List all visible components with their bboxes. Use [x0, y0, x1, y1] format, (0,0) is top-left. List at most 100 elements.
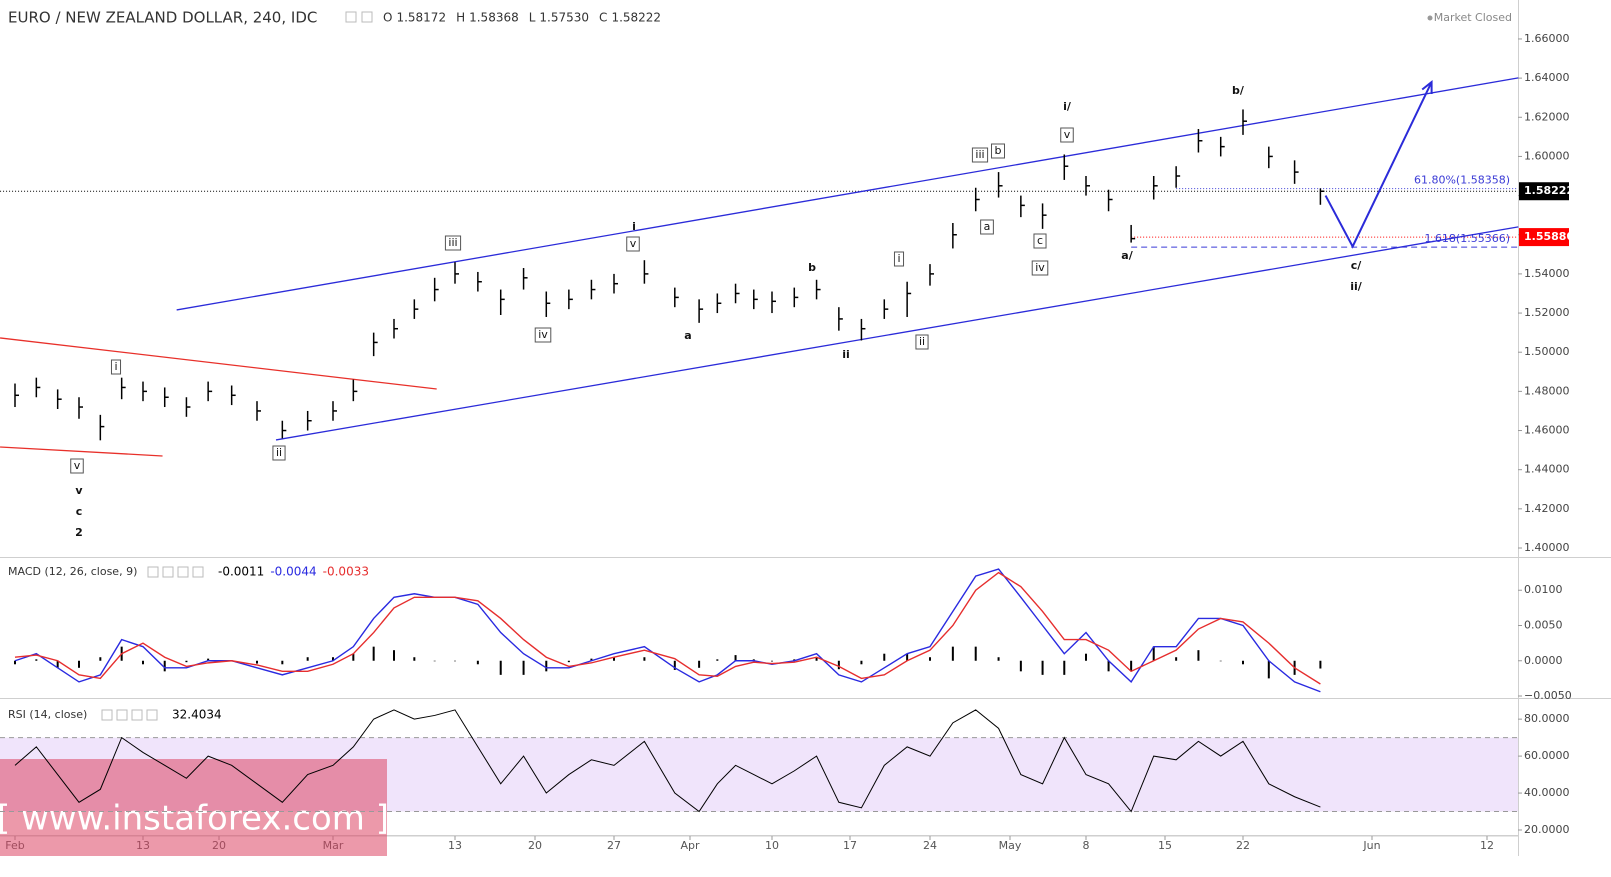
histogram-bar	[1063, 660, 1066, 675]
wave-label-box	[980, 219, 994, 235]
x-tick-label: 15	[1158, 839, 1172, 852]
wave-label: ii	[915, 334, 929, 350]
wave-label: v	[1060, 127, 1074, 143]
histogram-bar	[142, 660, 144, 665]
wave-label-text: i	[114, 360, 117, 373]
histogram-bar	[14, 660, 16, 665]
histogram-bar	[673, 660, 676, 670]
y-tick-label: 0.0000	[1524, 654, 1563, 667]
wave-label-text: v	[74, 459, 81, 472]
indicator-line	[14, 571, 1321, 685]
wave-label: iv	[534, 327, 552, 343]
pane-icon	[101, 709, 113, 721]
wave-label-box	[110, 359, 122, 375]
y-tick-label: 1.40000	[1524, 541, 1570, 554]
wave-label: i	[110, 359, 122, 375]
histogram-bar	[734, 655, 737, 661]
y-tick-label: 60.0000	[1524, 749, 1570, 762]
ohlc-label: H	[456, 11, 465, 25]
y-tick-label: 1.64000	[1524, 71, 1570, 84]
watermark-box	[0, 759, 387, 856]
x-tick-label: 12	[1480, 839, 1494, 852]
histogram-bar	[771, 660, 773, 662]
histogram-bar	[590, 658, 593, 661]
wave-label-text: ii	[276, 446, 282, 459]
ohlc-label: L	[529, 11, 536, 25]
rsi-line	[14, 709, 1321, 813]
rsi-title: RSI (14, close)	[8, 708, 87, 721]
price-level-label: 1.55880	[1524, 230, 1574, 243]
wave-label-box	[534, 327, 552, 343]
histogram-bar	[643, 657, 646, 661]
histogram-bar	[716, 659, 719, 661]
wave-label-text: 2	[75, 526, 83, 539]
y-tick-label: 1.54000	[1524, 267, 1570, 280]
status-dot	[1427, 15, 1433, 21]
y-tick-label: 1.42000	[1524, 502, 1570, 515]
wave-label-box	[991, 143, 1005, 159]
wave-label-text: v	[75, 484, 83, 497]
wave-label-box	[893, 251, 905, 267]
wave-label: ii/	[1350, 280, 1363, 293]
wave-label-box	[626, 236, 640, 252]
ohlc-label: O	[383, 11, 392, 25]
y-tick-label: 1.52000	[1524, 306, 1570, 319]
y-tick-label: 1.48000	[1524, 384, 1570, 397]
y-tick-label: 40.0000	[1524, 786, 1570, 799]
wave-label: i	[893, 251, 905, 267]
pane-icon	[147, 566, 159, 578]
wave-label-text: a	[984, 220, 991, 233]
wave-label: b	[808, 261, 816, 274]
histogram-bar	[883, 653, 886, 661]
wave-label-text: iii	[448, 236, 457, 249]
histogram-bar	[567, 660, 570, 663]
trendline	[0, 446, 163, 457]
pane-icon	[131, 709, 143, 721]
pane-icon	[116, 709, 128, 721]
ohlc-value: 1.58222	[611, 11, 661, 25]
y-tick-label: 1.62000	[1524, 110, 1570, 123]
wave-label-text: i	[897, 252, 900, 265]
x-tick-label: 22	[1236, 839, 1250, 852]
histogram-bar	[1319, 660, 1322, 669]
wave-label-box	[70, 458, 84, 474]
histogram-bar	[698, 660, 701, 668]
x-tick-label: 27	[607, 839, 621, 852]
ohlc-label: C	[599, 11, 607, 25]
histogram-bar	[56, 660, 59, 668]
histogram-bar	[522, 660, 525, 675]
wave-label-box	[444, 235, 462, 251]
wave-label-box	[915, 334, 929, 350]
wave-label-text: c	[76, 505, 83, 518]
wave-label-box	[971, 147, 989, 163]
wave-label-text: ii/	[1350, 280, 1363, 293]
pane-icon	[162, 566, 174, 578]
y-tick-label: 0.0100	[1524, 583, 1563, 596]
wave-label-box	[1060, 127, 1074, 143]
y-tick-label: 1.66000	[1524, 32, 1570, 45]
histogram-bar	[929, 657, 931, 661]
watermark: [ www.instaforex.com ]	[0, 799, 389, 839]
macd-title: MACD (12, 26, close, 9)	[8, 565, 137, 578]
indicator-value: 32.4034	[172, 708, 222, 722]
x-tick-label: 10	[765, 839, 779, 852]
indicator-value: -0.0033	[323, 565, 369, 579]
y-tick-label: 1.44000	[1524, 463, 1570, 476]
wave-label-text: i	[632, 220, 636, 233]
wave-label: 2	[75, 526, 83, 539]
wave-label: v	[70, 458, 84, 474]
projection-path	[1324, 81, 1433, 249]
price-level-label: 1.58222	[1524, 184, 1574, 197]
histogram-bar	[454, 660, 456, 662]
histogram-bar	[185, 660, 188, 663]
x-tick-label: May	[999, 839, 1022, 852]
wave-label: ii	[842, 348, 850, 361]
symbol-title: EURO / NEW ZEALAND DOLLAR, 240, IDC	[8, 9, 317, 27]
wave-label-text: v	[630, 237, 637, 250]
ohlc-value: 1.58368	[469, 11, 519, 25]
wave-label-text: c/	[1351, 259, 1363, 272]
histogram-bar	[306, 657, 309, 661]
y-tick-label: 80.0000	[1524, 712, 1570, 725]
